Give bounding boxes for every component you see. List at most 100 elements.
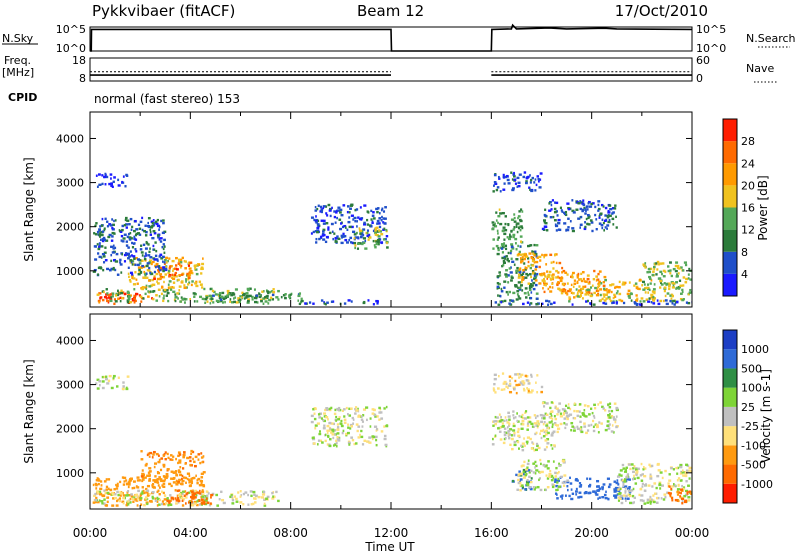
power-cell xyxy=(552,215,555,219)
velocity-cell xyxy=(331,433,335,436)
power-cell xyxy=(496,287,499,290)
velocity-cell xyxy=(566,417,569,421)
power-cell xyxy=(514,242,517,245)
power-cell xyxy=(647,291,650,294)
power-cell xyxy=(320,219,324,222)
power-cell xyxy=(531,272,535,275)
power-cell xyxy=(593,269,596,273)
power-cell xyxy=(357,236,360,239)
velocity-cell xyxy=(579,420,582,424)
power-cell xyxy=(496,229,499,233)
power-cell xyxy=(539,259,542,262)
power-cell xyxy=(527,257,530,260)
velocity-cell xyxy=(522,472,525,476)
velocity-cell xyxy=(312,436,315,439)
velocity-cell xyxy=(122,494,126,497)
power-cell xyxy=(138,262,142,265)
power-cell xyxy=(522,302,525,306)
velocity-cell xyxy=(595,485,599,488)
velocity-cell xyxy=(125,482,129,486)
velocity-cell xyxy=(371,412,375,415)
power-cell xyxy=(163,294,165,297)
velocity-cell xyxy=(122,502,125,505)
power-cell xyxy=(159,277,163,280)
velocity-cell xyxy=(151,491,155,494)
velocity-cell xyxy=(492,420,494,423)
velocity-cell xyxy=(202,455,205,458)
velocity-cell xyxy=(550,414,553,418)
velocity-cell xyxy=(529,437,532,441)
power-ylabel: Slant Range [km] xyxy=(22,157,36,261)
velocity-colorbar-tick-label: 100 xyxy=(741,382,762,395)
power-cell xyxy=(381,207,384,210)
power-cell xyxy=(155,249,158,253)
power-cell xyxy=(520,259,524,263)
power-cell xyxy=(155,262,159,266)
power-cell xyxy=(331,206,333,210)
velocity-cell xyxy=(116,499,118,503)
velocity-cell xyxy=(579,495,583,499)
power-cell xyxy=(613,286,617,289)
velocity-cell xyxy=(277,499,280,503)
velocity-cell xyxy=(624,490,627,493)
power-cell xyxy=(98,244,101,248)
velocity-cell xyxy=(263,502,266,506)
velocity-cell xyxy=(574,478,577,482)
velocity-cell xyxy=(578,410,581,413)
velocity-cell xyxy=(324,439,327,443)
velocity-cell xyxy=(368,436,372,439)
power-cell xyxy=(662,299,665,303)
velocity-cell xyxy=(175,479,178,483)
velocity-cell xyxy=(613,494,615,497)
power-cell xyxy=(139,248,143,251)
power-cell xyxy=(642,300,646,303)
power-cell xyxy=(575,208,579,211)
power-cell xyxy=(162,268,165,271)
power-cell xyxy=(106,220,109,223)
power-cell xyxy=(319,205,322,209)
velocity-cell xyxy=(561,481,565,484)
velocity-cell xyxy=(151,482,155,486)
power-cell xyxy=(594,205,597,209)
power-cell xyxy=(110,239,114,242)
power-colorbar-swatch xyxy=(723,229,737,252)
power-cell xyxy=(611,217,615,221)
power-cell xyxy=(546,275,550,279)
power-cell xyxy=(202,257,204,260)
power-colorbar-tick-label: 16 xyxy=(741,202,755,215)
velocity-cell xyxy=(512,410,515,413)
velocity-cell xyxy=(527,468,530,472)
velocity-cell xyxy=(183,451,186,454)
velocity-cell xyxy=(619,497,622,500)
power-cell xyxy=(140,287,143,290)
power-cell xyxy=(519,235,523,238)
velocity-cell xyxy=(668,473,671,476)
power-cell xyxy=(543,254,547,257)
velocity-cell xyxy=(512,416,515,420)
velocity-cell xyxy=(494,422,497,426)
velocity-cell xyxy=(324,433,327,437)
power-colorbar-tick-label: 28 xyxy=(741,135,755,148)
power-cell xyxy=(378,229,381,232)
power-cell xyxy=(268,291,271,294)
velocity-cell xyxy=(544,439,548,442)
power-cell xyxy=(521,276,525,279)
power-cell xyxy=(510,276,514,279)
power-cell xyxy=(209,297,213,301)
power-cell xyxy=(669,272,672,275)
power-cell xyxy=(362,234,365,237)
velocity-cell xyxy=(128,501,132,504)
velocity-cell xyxy=(346,431,350,435)
velocity-cell xyxy=(331,428,335,431)
velocity-cell xyxy=(587,424,591,427)
velocity-cell xyxy=(257,495,261,499)
velocity-cell xyxy=(362,408,367,411)
power-cell xyxy=(119,296,122,300)
velocity-cell xyxy=(105,375,108,378)
velocity-cell xyxy=(516,412,518,415)
power-cell xyxy=(603,287,606,290)
power-cell xyxy=(150,220,154,223)
velocity-cell xyxy=(335,442,338,445)
power-cell xyxy=(529,266,533,270)
power-cell xyxy=(497,303,501,306)
